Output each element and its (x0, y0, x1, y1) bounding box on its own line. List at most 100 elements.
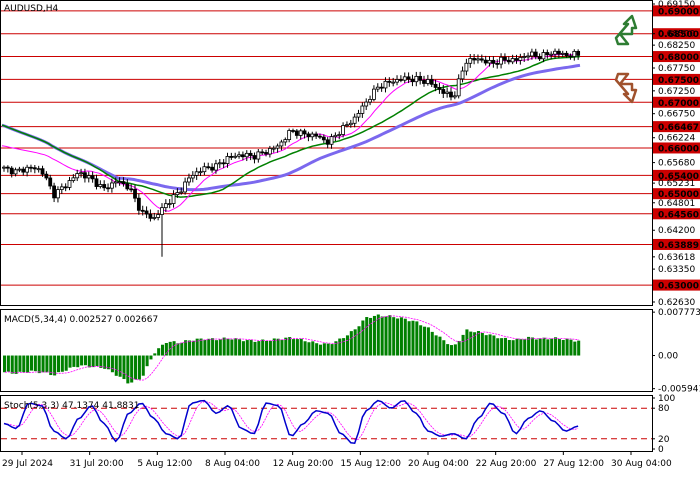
candle-body (429, 79, 434, 85)
macd-bar (68, 355, 72, 368)
candle-body (136, 197, 141, 211)
candle-body (190, 174, 195, 179)
price-tick-label: 0.62630 (658, 298, 695, 308)
macd-bar (141, 355, 145, 376)
macd-bar (56, 355, 60, 373)
time-tick-label: 22 Aug 20:00 (476, 459, 537, 469)
macd-bar (507, 340, 511, 356)
candle-body (291, 130, 295, 132)
macd-bar (203, 339, 207, 356)
macd-bar (380, 316, 384, 356)
macd-bar (392, 317, 396, 356)
candle-body (503, 56, 507, 61)
level-label: 0.66000 (658, 144, 699, 154)
macd-bar (207, 338, 211, 356)
candle-body (514, 58, 519, 61)
macd-bar (218, 339, 222, 356)
candle-body (560, 52, 565, 55)
macd-bar (83, 355, 87, 366)
macd-bar (187, 340, 192, 356)
macd-bar (480, 333, 484, 356)
stoch-tick-label: 0 (658, 445, 664, 455)
macd-bar (573, 341, 577, 356)
macd-bar (357, 326, 361, 356)
candle-body (564, 52, 569, 57)
macd-bar (565, 338, 569, 356)
candle-body (314, 133, 319, 137)
level-label-box (653, 96, 700, 108)
macd-bar (430, 331, 434, 356)
macd-bar (318, 344, 323, 356)
macd-bar (211, 338, 215, 356)
candle-body (433, 83, 438, 88)
candle-body (229, 156, 234, 158)
macd-bar (134, 355, 138, 380)
stoch-tick-label: 100 (658, 394, 675, 404)
candle-body (387, 80, 392, 83)
macd-bar (415, 321, 419, 356)
candle-body (86, 175, 91, 179)
macd-bar (396, 318, 400, 356)
macd-axis: 0.007773 0.00 -0.005941 (652, 308, 700, 395)
candle-body (237, 154, 241, 157)
candle-body (98, 184, 103, 187)
candle-body (568, 55, 573, 58)
macd-bar (550, 338, 554, 356)
level-label: 0.68000 (658, 53, 699, 63)
candle-body (275, 145, 280, 149)
macd-bar (60, 355, 64, 372)
candle-body (437, 87, 442, 90)
candle-body (67, 180, 72, 188)
macd-bar (87, 355, 91, 368)
macd-bar (453, 344, 457, 356)
candle-body (194, 171, 199, 176)
macd-bar (530, 337, 534, 356)
level-label-box (653, 279, 700, 291)
macd-bar (72, 355, 76, 367)
macd-bar (307, 342, 311, 356)
candle-body (13, 169, 18, 175)
macd-bar (49, 355, 53, 376)
candle-body (321, 136, 326, 141)
candle-body (106, 187, 110, 190)
macd-bar (303, 341, 307, 356)
macd-bar (284, 337, 288, 356)
macd-tick-label: -0.005941 (658, 385, 700, 395)
macd-bar (523, 339, 527, 356)
macd-tick-label: 0.007773 (658, 308, 700, 318)
candle-body (233, 155, 238, 158)
candle-body (9, 167, 14, 175)
candle-body (167, 203, 172, 205)
candle-body (510, 58, 515, 63)
macd-bar (214, 340, 218, 356)
candle-body (375, 86, 380, 90)
macd-bar (465, 329, 469, 356)
candle-body (329, 136, 334, 145)
macd-bar (3, 355, 7, 373)
candle-body (183, 181, 188, 193)
level-label-box (653, 188, 700, 200)
macd-bar (37, 355, 41, 374)
macd-bar (145, 355, 149, 367)
macd-bar (53, 355, 57, 376)
candle-body (526, 55, 530, 58)
macd-bar (388, 315, 392, 356)
macd-bar (345, 335, 349, 356)
stoch-tick-label: 80 (658, 404, 670, 414)
candle-body (21, 168, 26, 173)
candle-body (356, 113, 361, 118)
macd-bar (326, 343, 330, 356)
macd-bar (91, 355, 95, 368)
macd-tick-label: 0.00 (658, 352, 678, 362)
level-label: 0.67500 (658, 76, 699, 86)
candle-body (117, 181, 122, 184)
candle-body (283, 139, 288, 143)
macd-bar (126, 355, 130, 384)
candle-body (422, 79, 426, 84)
candle-body (425, 79, 430, 84)
level-label: 0.65400 (658, 172, 699, 182)
macd-bar (272, 338, 276, 356)
macd-bar (500, 338, 504, 356)
price-tick-label: 0.63618 (658, 253, 695, 263)
